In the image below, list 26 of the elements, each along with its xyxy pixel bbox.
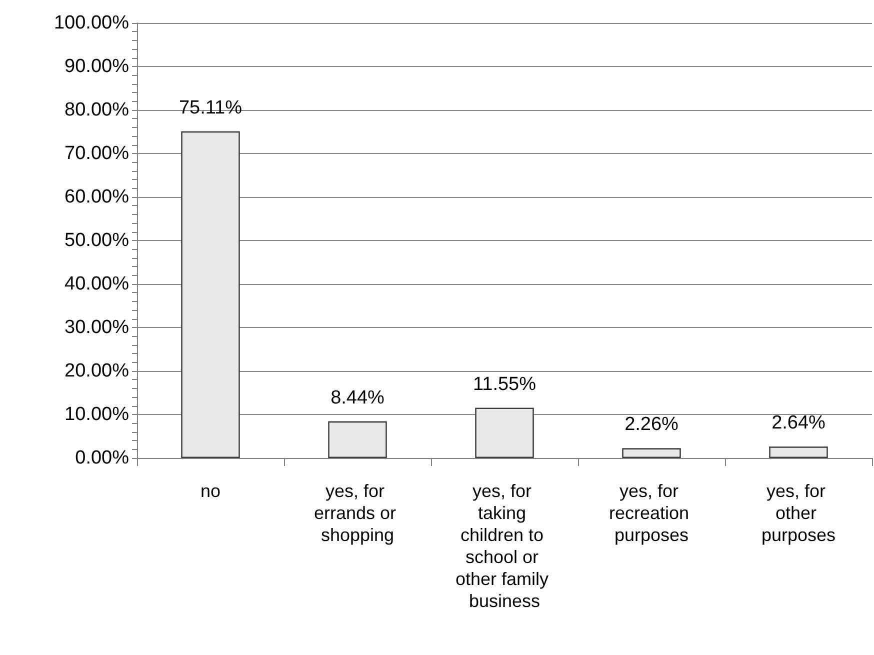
- data-label: 75.11%: [178, 97, 242, 118]
- y-tick-label: 30.00%: [64, 317, 130, 338]
- y-tick-label: 90.00%: [64, 56, 130, 77]
- y-tick-label: 70.00%: [64, 143, 130, 164]
- y-tick-label: 50.00%: [64, 230, 130, 251]
- data-label: 11.55%: [472, 374, 536, 395]
- bar: [328, 421, 387, 458]
- x-tick-label: yes, for recreation purposes: [608, 481, 694, 545]
- bar: [769, 446, 828, 458]
- y-tick-label: 100.00%: [54, 12, 130, 34]
- y-tick-label: 20.00%: [64, 360, 130, 382]
- bar: [622, 448, 681, 458]
- x-tick-label: yes, for other purposes: [761, 481, 836, 545]
- x-tick-label: no: [200, 481, 221, 501]
- x-tick-label: yes, for errands or shopping: [314, 481, 402, 545]
- bar: [181, 131, 240, 458]
- data-label: 2.26%: [624, 414, 679, 436]
- data-label: 2.64%: [772, 412, 826, 434]
- y-tick-label: 10.00%: [64, 404, 130, 425]
- y-tick-label: 60.00%: [64, 186, 130, 208]
- data-label: 8.44%: [330, 387, 385, 408]
- y-tick-label: 0.00%: [75, 448, 130, 468]
- x-tick-label: yes, for taking children to school or other family business: [455, 481, 554, 611]
- bar: [475, 408, 534, 458]
- y-tick-label: 80.00%: [64, 100, 130, 120]
- y-tick-label: 40.00%: [64, 274, 130, 294]
